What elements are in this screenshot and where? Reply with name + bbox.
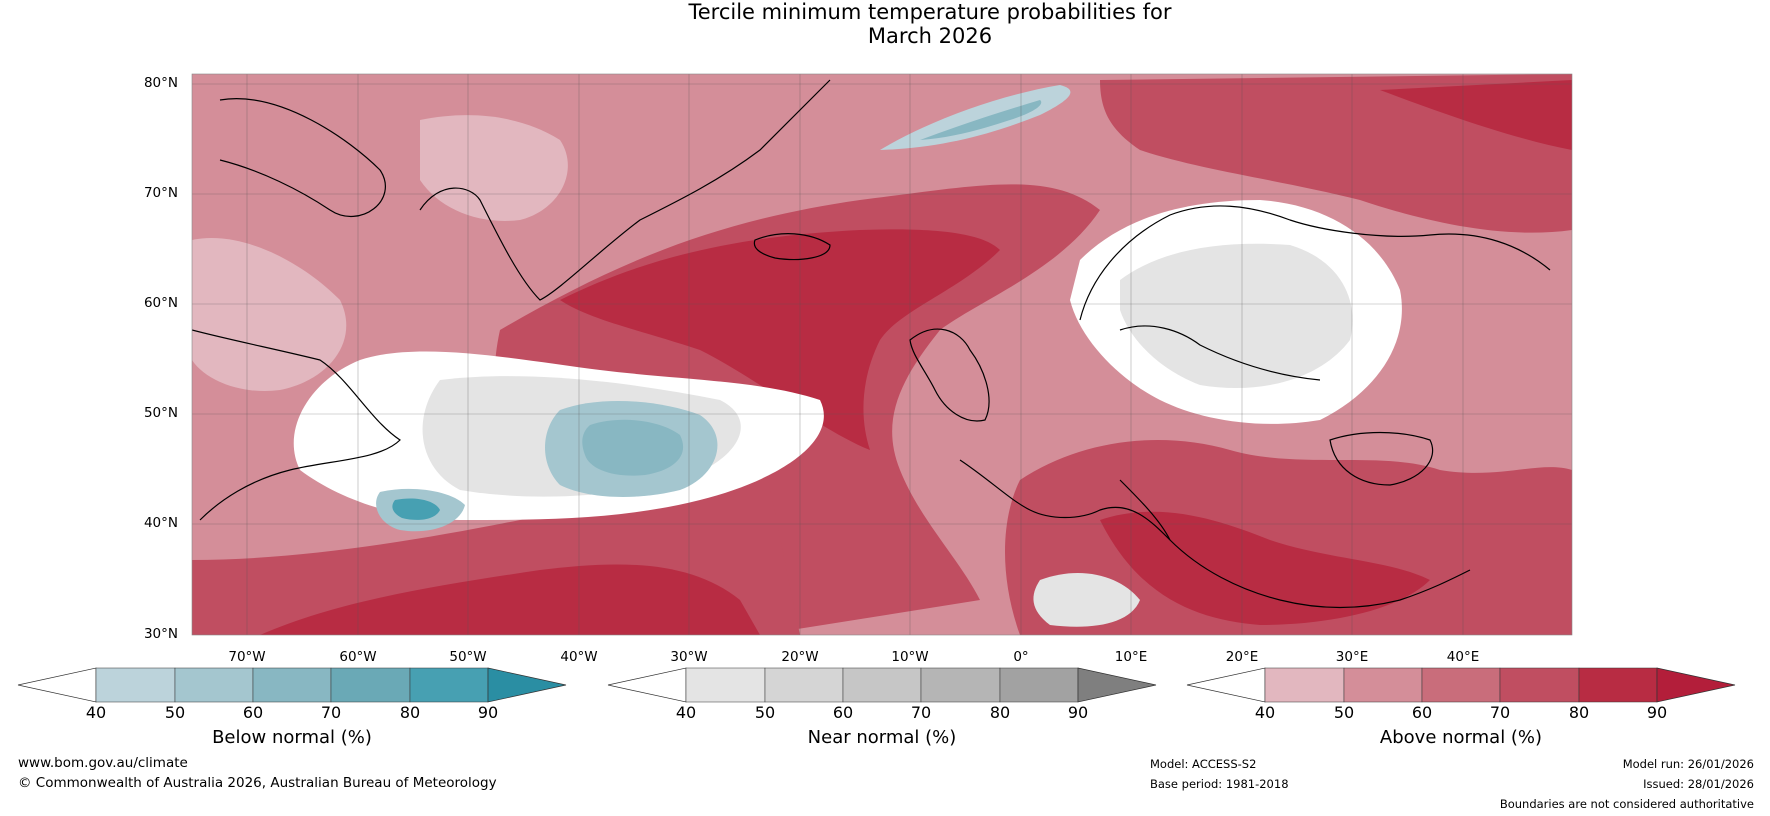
cbar-below-tick: 70 [320,703,342,722]
map-fill-layer [192,74,1572,635]
cbar-below-tick: 90 [477,703,499,722]
cbar-near-tick: 80 [989,703,1011,722]
lat-label-60n: 60°N [143,295,178,311]
cbar-above-tick: 60 [1411,703,1433,722]
copyright-text: © Commonwealth of Australia 2026, Austra… [18,775,497,791]
disclaimer-text: Boundaries are not considered authoritat… [1499,797,1754,811]
lon-label-30w: 30°W [670,649,708,665]
lon-label-0: 0° [1013,649,1029,665]
lon-label-20w: 20°W [781,649,819,665]
lon-label-30e: 30°E [1335,649,1369,665]
cbar-above-tick: 90 [1646,703,1668,722]
colorbar-above-normal [1186,667,1736,703]
lat-label-80n: 80°N [143,75,178,91]
cbar-below-tick: 80 [399,703,421,722]
cbar-above-tick: 50 [1333,703,1355,722]
lon-label-10w: 10°W [891,649,929,665]
cbar-above-tick: 70 [1489,703,1511,722]
cbar-below-title: Below normal (%) [212,727,372,748]
lon-label-10e: 10°E [1114,649,1148,665]
map-title-line1: Tercile minimum temperature probabilitie… [688,0,1172,24]
graticule [192,74,1572,635]
cbar-near-tick: 70 [910,703,932,722]
cbar-below-tick: 40 [85,703,107,722]
cbar-near-title: Near normal (%) [807,727,957,748]
issued-text: Issued: 28/01/2026 [1643,777,1754,791]
coastlines [192,79,1551,609]
cbar-near-tick: 50 [754,703,776,722]
cbar-below-tick: 50 [164,703,186,722]
lon-label-70w: 70°W [228,649,266,665]
model-run-text: Model run: 26/01/2026 [1622,757,1754,771]
lat-label-40n: 40°N [143,515,178,531]
model-text: Model: ACCESS-S2 [1150,757,1257,771]
map-title: Tercile minimum temperature probabilitie… [0,0,1770,48]
lon-label-20e: 20°E [1225,649,1259,665]
cbar-above-tick: 80 [1568,703,1590,722]
lat-label-30n: 30°N [143,626,178,642]
cbar-near-tick: 40 [675,703,697,722]
lon-label-60w: 60°W [339,649,377,665]
colorbar-near-normal [607,667,1157,703]
cbar-above-tick: 40 [1254,703,1276,722]
cbar-near-tick: 60 [832,703,854,722]
lon-label-40e: 40°E [1446,649,1480,665]
map-title-line2: March 2026 [867,24,993,48]
cbar-below-tick: 60 [242,703,264,722]
cbar-above-title: Above normal (%) [1379,727,1543,748]
lat-label-70n: 70°N [143,185,178,201]
lon-label-50w: 50°W [449,649,487,665]
base-period-text: Base period: 1981-2018 [1150,777,1289,791]
cbar-near-tick: 90 [1067,703,1089,722]
website-link[interactable]: www.bom.gov.au/climate [18,755,188,771]
colorbar-below-normal [17,667,567,703]
lat-label-50n: 50°N [143,405,178,421]
lon-label-40w: 40°W [560,649,598,665]
